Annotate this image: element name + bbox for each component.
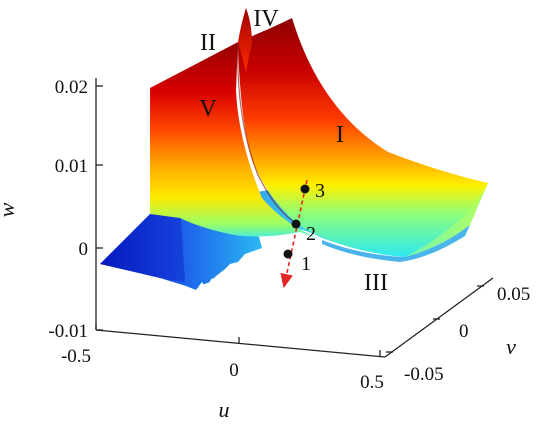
w-tick-label: -0.01: [48, 321, 88, 342]
region-label-i: I: [336, 122, 344, 148]
point-3-marker: [300, 184, 310, 194]
w-tick-label: 0.01: [55, 156, 88, 177]
axis-frame: [95, 78, 494, 358]
region-label-iv: IV: [253, 6, 279, 32]
v-tick-label: 0: [459, 321, 469, 342]
u-axis-line: [95, 329, 386, 358]
region-label-iii: III: [364, 270, 388, 296]
region-label-v: V: [199, 96, 217, 122]
point-label-3: 3: [315, 180, 325, 202]
region-label-ii: II: [200, 30, 216, 56]
surface-seam: [237, 43, 301, 227]
surface-sheet-left: [150, 42, 322, 240]
point-label-2: 2: [306, 223, 316, 245]
w-axis-label: w: [0, 202, 19, 217]
surface-sheet-right: [238, 18, 488, 257]
v-tick-label: 0.05: [497, 284, 530, 305]
point-2-marker: [291, 219, 301, 229]
trajectory: [280, 179, 310, 289]
w-tick-label: 0.02: [55, 77, 88, 98]
v-tick-label: -0.05: [404, 364, 444, 385]
u-tick-label: 0: [229, 360, 239, 381]
point-1-marker: [283, 249, 293, 259]
energy-surface: [100, 8, 488, 292]
point-label-1: 1: [301, 253, 311, 275]
u-tick-label: -0.5: [61, 346, 91, 367]
v-axis-line: [384, 277, 494, 358]
v-axis-label: v: [506, 334, 516, 359]
w-tick-labels: 0.02 0.01 0 -0.01: [48, 77, 88, 342]
u-axis-label: u: [219, 397, 230, 422]
surface-fin: [238, 8, 252, 72]
v-tick-labels: 0.05 0 -0.05: [404, 284, 530, 385]
u-tick-labels: -0.5 0 0.5: [61, 346, 384, 393]
w-tick-label: 0: [79, 239, 89, 260]
u-tick-label: 0.5: [360, 372, 384, 393]
